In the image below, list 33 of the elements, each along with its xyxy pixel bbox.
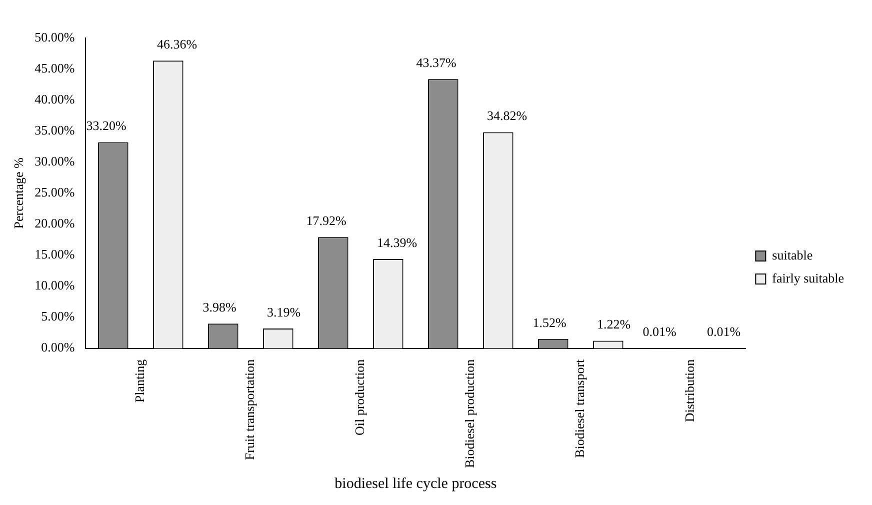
y-axis-title: Percentage %: [11, 157, 26, 229]
legend-label: fairly suitable: [772, 270, 844, 286]
y-tick-label: 0.00%: [41, 340, 75, 355]
y-tick-label: 10.00%: [34, 278, 75, 293]
y-tick-label: 40.00%: [34, 91, 75, 106]
data-label: 3.19%: [267, 304, 301, 320]
x-tick-label: Distribution: [682, 358, 698, 422]
y-tick-label: 35.00%: [34, 122, 75, 138]
x-axis-title: biodiesel life cycle process: [334, 476, 497, 492]
data-label: 46.36%: [157, 36, 198, 52]
data-label: 33.20%: [86, 118, 126, 134]
data-label: 1.22%: [597, 316, 631, 332]
data-label: 3.98%: [202, 300, 236, 315]
x-tick-label: Planting: [132, 358, 148, 403]
data-label: 14.39%: [377, 234, 418, 250]
data-label: 17.92%: [306, 213, 346, 228]
x-tick-label: Fruit transportation: [242, 358, 258, 460]
y-tick-label: 25.00%: [34, 184, 75, 200]
y-tick-label: 20.00%: [34, 216, 75, 231]
data-label: 43.37%: [416, 55, 456, 70]
data-label: 34.82%: [487, 108, 528, 124]
x-tick-label: Oil production: [352, 358, 368, 436]
y-tick-label: 5.00%: [41, 308, 75, 324]
x-tick-label: Biodiesel production: [462, 358, 478, 468]
data-label: 1.52%: [532, 314, 566, 330]
legend-label: suitable: [772, 247, 813, 262]
x-tick-label: Biodiesel transport: [572, 358, 588, 458]
data-label: 0.01%: [642, 324, 676, 340]
y-tick-label: 45.00%: [34, 60, 75, 76]
y-tick-label: 50.00%: [34, 29, 75, 44]
y-tick-label: 15.00%: [34, 246, 75, 262]
y-tick-label: 30.00%: [34, 154, 75, 169]
data-label: 0.01%: [707, 324, 741, 340]
